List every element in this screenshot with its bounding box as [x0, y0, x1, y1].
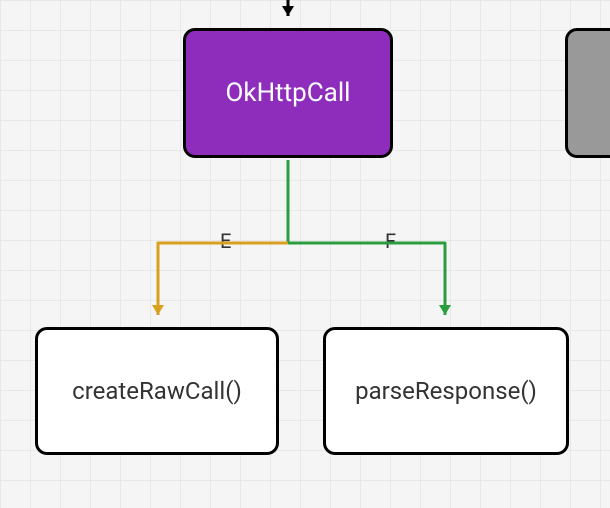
edge-label-f: F: [385, 229, 396, 253]
node-parseresponse: parseResponse(): [323, 327, 569, 455]
node-parseresponse-label: parseResponse(): [355, 377, 537, 405]
node-grey-partial: [565, 28, 610, 158]
node-createrawcall-label: createRawCall(): [72, 377, 242, 405]
node-createrawcall: createRawCall(): [35, 327, 279, 455]
node-okhttpcall: OkHttpCall: [183, 28, 393, 158]
node-okhttpcall-label: OkHttpCall: [226, 78, 351, 108]
edge-label-e: E: [220, 229, 231, 253]
